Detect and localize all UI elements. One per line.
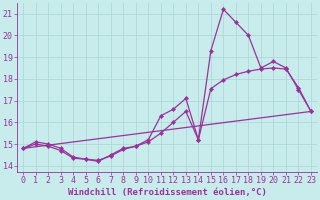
X-axis label: Windchill (Refroidissement éolien,°C): Windchill (Refroidissement éolien,°C) — [68, 188, 267, 197]
